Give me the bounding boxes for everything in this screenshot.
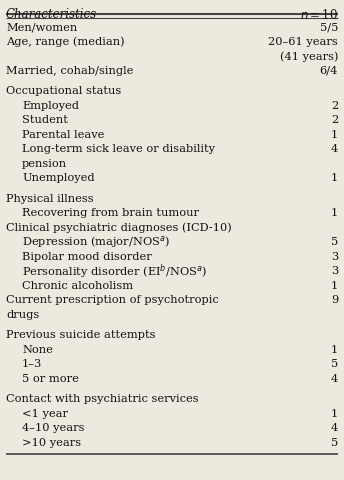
Text: Parental leave: Parental leave <box>22 130 104 140</box>
Text: >10 years: >10 years <box>22 438 81 448</box>
Text: $\mathit{n}$ = 10: $\mathit{n}$ = 10 <box>300 8 338 22</box>
Text: 4–10 years: 4–10 years <box>22 423 85 433</box>
Text: Current prescription of psychotropic: Current prescription of psychotropic <box>6 295 219 305</box>
Text: 2: 2 <box>331 101 338 111</box>
Text: Recovering from brain tumour: Recovering from brain tumour <box>22 208 199 218</box>
Text: 4: 4 <box>331 374 338 384</box>
Text: 1: 1 <box>331 173 338 183</box>
Text: 3: 3 <box>331 266 338 276</box>
Text: <1 year: <1 year <box>22 409 68 419</box>
Text: 1: 1 <box>331 345 338 355</box>
Text: Characteristics: Characteristics <box>6 8 97 21</box>
Text: Employed: Employed <box>22 101 79 111</box>
Text: Married, cohab/single: Married, cohab/single <box>6 66 133 76</box>
Text: 5: 5 <box>331 237 338 247</box>
Text: 1: 1 <box>331 409 338 419</box>
Text: None: None <box>22 345 53 355</box>
Text: 9: 9 <box>331 295 338 305</box>
Text: Contact with psychiatric services: Contact with psychiatric services <box>6 394 198 404</box>
Text: 6/4: 6/4 <box>320 66 338 76</box>
Text: 5/5: 5/5 <box>320 22 338 32</box>
Text: 1–3: 1–3 <box>22 359 42 369</box>
Text: 5 or more: 5 or more <box>22 374 79 384</box>
Text: 1: 1 <box>331 130 338 140</box>
Text: Personality disorder (EI$^b$/NOS$^a$): Personality disorder (EI$^b$/NOS$^a$) <box>22 262 207 280</box>
Text: 4: 4 <box>331 423 338 433</box>
Text: Chronic alcoholism: Chronic alcoholism <box>22 281 133 291</box>
Text: Clinical psychiatric diagnoses (ICD-10): Clinical psychiatric diagnoses (ICD-10) <box>6 222 232 233</box>
Text: Previous suicide attempts: Previous suicide attempts <box>6 330 155 340</box>
Text: Occupational status: Occupational status <box>6 86 121 96</box>
Text: 3: 3 <box>331 252 338 262</box>
Text: Depression (major/NOS$^a$): Depression (major/NOS$^a$) <box>22 235 170 250</box>
Text: Men/women: Men/women <box>6 22 77 32</box>
Text: Physical illness: Physical illness <box>6 194 94 204</box>
Text: 20–61 years: 20–61 years <box>268 37 338 47</box>
Text: Unemployed: Unemployed <box>22 173 95 183</box>
Text: drugs: drugs <box>6 310 39 320</box>
Text: Long-term sick leave or disability: Long-term sick leave or disability <box>22 144 215 154</box>
Text: 4: 4 <box>331 144 338 154</box>
Text: 5: 5 <box>331 359 338 369</box>
Text: 2: 2 <box>331 115 338 125</box>
Text: Bipolar mood disorder: Bipolar mood disorder <box>22 252 152 262</box>
Text: Student: Student <box>22 115 68 125</box>
Text: pension: pension <box>22 159 67 169</box>
Text: 1: 1 <box>331 208 338 218</box>
Text: 5: 5 <box>331 438 338 448</box>
Text: 1: 1 <box>331 281 338 291</box>
Text: Age, range (median): Age, range (median) <box>6 36 125 47</box>
Text: (41 years): (41 years) <box>279 51 338 61</box>
